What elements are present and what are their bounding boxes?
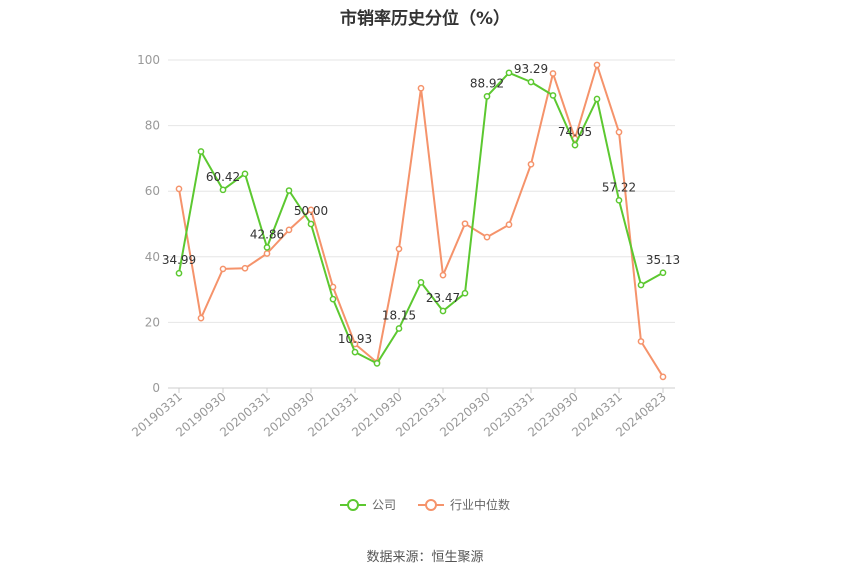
data-label: 88.92 xyxy=(470,76,504,90)
data-point xyxy=(527,78,535,86)
data-point xyxy=(219,265,227,273)
data-point xyxy=(285,187,293,194)
data-point xyxy=(637,338,645,345)
data-point xyxy=(637,281,645,289)
data-point xyxy=(527,160,535,168)
data-point xyxy=(197,314,205,322)
data-label: 35.13 xyxy=(646,253,680,267)
data-point xyxy=(373,360,381,367)
data-label: 50.00 xyxy=(294,204,328,218)
y-tick-label: 100 xyxy=(137,53,160,67)
data-label: 10.93 xyxy=(338,332,372,346)
data-point xyxy=(263,244,271,251)
legend-item-industry-median[interactable]: 行业中位数 xyxy=(418,496,510,513)
series-industry-median xyxy=(175,61,667,381)
data-point xyxy=(593,61,601,69)
data-point xyxy=(659,269,667,277)
data-label: 34.99 xyxy=(162,253,196,267)
data-point xyxy=(241,264,249,272)
data-point xyxy=(615,128,623,136)
y-tick-label: 80 xyxy=(145,119,160,133)
data-label: 18.15 xyxy=(382,308,416,322)
data-point xyxy=(329,283,337,291)
data-point xyxy=(219,186,227,194)
data-point xyxy=(461,220,469,228)
y-tick-label: 40 xyxy=(145,250,160,264)
chart-title: 市销率历史分位（%） xyxy=(339,9,511,29)
y-tick-label: 0 xyxy=(152,381,160,395)
data-point xyxy=(439,307,447,315)
data-point xyxy=(417,84,425,92)
data-label: 93.29 xyxy=(514,62,548,76)
data-point xyxy=(307,220,315,228)
data-point xyxy=(197,148,205,155)
data-point xyxy=(329,295,337,303)
data-point xyxy=(659,373,667,381)
data-point xyxy=(175,185,183,193)
data-point xyxy=(505,221,513,229)
data-point xyxy=(263,250,271,257)
legend-swatch-industry-icon xyxy=(418,498,444,512)
data-point xyxy=(285,226,293,234)
series-line xyxy=(178,71,664,365)
data-point xyxy=(461,289,469,297)
data-point xyxy=(505,69,513,77)
data-point xyxy=(241,170,249,178)
legend-label-industry-median: 行业中位数 xyxy=(450,498,511,512)
data-point xyxy=(417,279,425,286)
axes: 0204060801002019033120190930202003312020… xyxy=(129,53,675,440)
data-point xyxy=(615,196,623,204)
data-label: 74.05 xyxy=(558,125,592,139)
y-tick-label: 60 xyxy=(145,184,160,198)
legend-item-company[interactable]: 公司 xyxy=(339,496,396,513)
legend: 公司 行业中位数 xyxy=(0,496,850,513)
data-point xyxy=(175,269,183,277)
data-label: 57.22 xyxy=(602,180,636,194)
data-point xyxy=(439,271,447,279)
data-label: 60.42 xyxy=(206,170,240,184)
legend-swatch-company-icon xyxy=(339,498,366,512)
legend-label-company: 公司 xyxy=(371,498,396,512)
data-point xyxy=(395,245,403,253)
data-label: 42.86 xyxy=(250,227,284,241)
series-layer xyxy=(175,61,667,381)
data-point xyxy=(483,233,491,241)
source-note: 数据来源：恒生聚源 xyxy=(366,550,484,565)
data-label: 23.47 xyxy=(426,291,460,305)
y-tick-label: 20 xyxy=(145,315,160,329)
data-point xyxy=(549,92,557,99)
data-point xyxy=(351,348,359,356)
series-company xyxy=(175,69,667,367)
data-point xyxy=(571,141,579,149)
data-point xyxy=(307,206,315,214)
data-labels: 34.99 60.42 42.86 50.00 10.93 18.15 23.47 88.92… xyxy=(162,62,680,346)
data-point xyxy=(483,92,491,100)
data-point xyxy=(593,95,601,103)
data-point xyxy=(395,325,403,332)
data-point xyxy=(549,70,557,77)
